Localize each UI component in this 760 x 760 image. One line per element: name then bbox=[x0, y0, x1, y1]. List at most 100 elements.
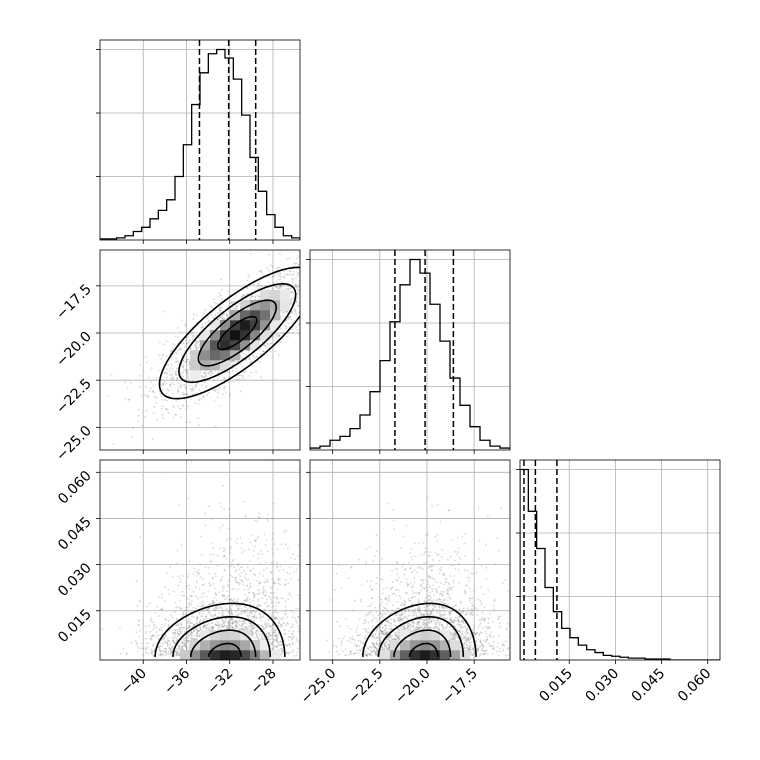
sample-point bbox=[275, 333, 277, 336]
sample-point bbox=[177, 349, 180, 352]
sample-point bbox=[253, 573, 255, 576]
sample-point bbox=[230, 624, 232, 627]
sample-point bbox=[200, 605, 203, 608]
sample-point bbox=[137, 619, 140, 622]
sample-point bbox=[257, 282, 260, 285]
histogram-frame bbox=[99, 39, 301, 241]
sample-point bbox=[249, 357, 252, 360]
sample-point bbox=[223, 313, 225, 316]
sample-point bbox=[217, 371, 220, 374]
sample-point bbox=[190, 630, 193, 633]
sample-point bbox=[267, 520, 269, 523]
sample-point bbox=[220, 623, 222, 625]
sample-point bbox=[288, 257, 291, 260]
sample-point bbox=[287, 639, 290, 641]
sample-point bbox=[239, 363, 242, 366]
sample-point bbox=[169, 648, 172, 651]
sample-point bbox=[132, 426, 135, 429]
sample-point bbox=[227, 620, 230, 623]
sample-point bbox=[206, 608, 209, 611]
sample-point bbox=[179, 348, 181, 351]
sample-point bbox=[233, 360, 236, 363]
sample-point bbox=[243, 569, 246, 572]
sample-point bbox=[258, 280, 261, 283]
sample-point bbox=[286, 645, 288, 647]
sample-point bbox=[254, 545, 256, 548]
sample-point bbox=[276, 561, 279, 564]
sample-point bbox=[263, 533, 266, 536]
sample-point bbox=[181, 391, 184, 394]
sample-point bbox=[192, 336, 194, 339]
sample-point bbox=[180, 622, 183, 625]
sample-point bbox=[235, 624, 238, 627]
sample-point bbox=[259, 592, 262, 595]
sample-point bbox=[221, 393, 224, 396]
sample-point bbox=[184, 645, 187, 648]
sample-point bbox=[168, 647, 170, 649]
sample-point bbox=[256, 604, 259, 607]
sample-point bbox=[223, 620, 226, 623]
sample-point bbox=[250, 371, 253, 374]
sample-point bbox=[235, 604, 238, 607]
sample-point bbox=[297, 544, 300, 547]
sample-point bbox=[187, 639, 190, 642]
sample-point bbox=[208, 372, 210, 375]
sample-point bbox=[249, 600, 251, 603]
sample-point bbox=[216, 396, 219, 399]
sample-point bbox=[202, 395, 205, 398]
sample-point bbox=[197, 341, 200, 343]
sample-point bbox=[280, 640, 283, 643]
sample-point bbox=[253, 593, 255, 596]
sample-point bbox=[207, 316, 210, 318]
sample-point bbox=[147, 625, 150, 627]
sample-point bbox=[194, 344, 196, 346]
sample-point bbox=[204, 566, 207, 569]
sample-point bbox=[260, 285, 263, 288]
sample-point bbox=[279, 625, 282, 628]
sample-point bbox=[220, 579, 223, 581]
pair-panel-0-2 bbox=[101, 460, 300, 660]
sample-point bbox=[181, 404, 184, 407]
sample-point bbox=[166, 637, 169, 640]
sample-point bbox=[199, 628, 202, 631]
sample-point bbox=[196, 342, 198, 345]
sample-point bbox=[217, 591, 220, 594]
sample-point bbox=[275, 617, 277, 620]
sample-point bbox=[289, 270, 292, 273]
sample-point bbox=[280, 643, 283, 646]
sample-point bbox=[230, 611, 233, 613]
sample-point bbox=[169, 644, 171, 646]
sample-point bbox=[243, 500, 246, 503]
sample-point bbox=[179, 628, 182, 631]
sample-point bbox=[152, 654, 155, 657]
sample-point bbox=[239, 537, 242, 539]
sample-point bbox=[258, 634, 261, 636]
sample-point bbox=[168, 367, 171, 370]
sample-point bbox=[175, 370, 178, 373]
sample-point bbox=[250, 634, 253, 637]
density-cell bbox=[220, 340, 231, 351]
sample-point bbox=[297, 625, 300, 627]
sample-point bbox=[234, 625, 237, 627]
sample-point bbox=[263, 628, 265, 631]
sample-point bbox=[173, 335, 176, 338]
sample-point bbox=[203, 372, 206, 375]
sample-point bbox=[293, 308, 296, 310]
sample-point bbox=[211, 541, 214, 544]
sample-point bbox=[147, 646, 150, 648]
density-cell bbox=[270, 320, 281, 331]
sample-point bbox=[240, 625, 243, 627]
sample-point bbox=[250, 618, 253, 621]
sample-point bbox=[213, 553, 215, 556]
sample-point bbox=[198, 588, 201, 591]
sample-point bbox=[216, 311, 219, 314]
sample-point bbox=[251, 627, 254, 630]
sample-point bbox=[284, 612, 287, 615]
sample-point bbox=[279, 597, 281, 600]
sample-point bbox=[219, 625, 221, 628]
sample-point bbox=[257, 598, 260, 601]
sample-point bbox=[182, 359, 185, 362]
sample-point bbox=[266, 581, 269, 583]
sample-point bbox=[174, 601, 177, 604]
sample-point bbox=[220, 278, 222, 281]
